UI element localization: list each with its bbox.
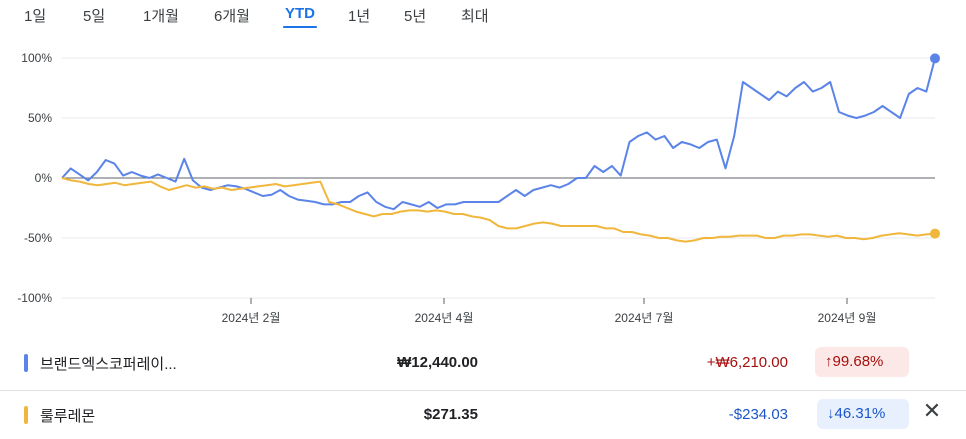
series-color-swatch bbox=[24, 406, 28, 424]
tab-max[interactable]: 최대 bbox=[461, 8, 489, 25]
stock-name: 브랜드엑스코퍼레이... bbox=[40, 356, 177, 373]
x-tick-label: 2024년 7월 bbox=[615, 311, 674, 325]
y-tick-label: 100% bbox=[21, 51, 52, 65]
tab-6m[interactable]: 6개월 bbox=[214, 8, 250, 25]
y-tick-label: -50% bbox=[24, 231, 52, 245]
tab-5y[interactable]: 5년 bbox=[404, 8, 427, 25]
y-tick-label: 50% bbox=[28, 111, 52, 125]
time-range-tabs: 1일 5일 1개월 6개월 YTD 1년 5년 최대 bbox=[0, 0, 966, 34]
tab-1y[interactable]: 1년 bbox=[348, 8, 371, 25]
price-change: +₩6,210.00 bbox=[706, 354, 788, 371]
percent-change-badge: ↓46.31% bbox=[817, 399, 909, 429]
close-icon[interactable]: ✕ bbox=[922, 398, 942, 423]
stock-name: 룰루레몬 bbox=[40, 408, 96, 425]
series-end-point bbox=[930, 228, 940, 239]
stock-price: $271.35 bbox=[423, 406, 478, 423]
x-tick-label: 2024년 9월 bbox=[818, 311, 877, 325]
x-tick-label: 2024년 2월 bbox=[222, 311, 281, 325]
x-tick-label: 2024년 4월 bbox=[415, 311, 474, 325]
comparison-row[interactable]: 브랜드엑스코퍼레이... ₩12,440.00 +₩6,210.00 ↑99.6… bbox=[0, 343, 966, 383]
comparison-row[interactable]: 룰루레몬 $271.35 -$234.03 ↓46.31% ✕ bbox=[0, 395, 966, 435]
row-divider bbox=[0, 390, 966, 391]
series-end-point bbox=[930, 53, 940, 64]
stock-price: ₩12,440.00 bbox=[397, 354, 478, 371]
series-line bbox=[61, 177, 936, 243]
y-tick-label: -100% bbox=[17, 291, 52, 305]
tab-ytd[interactable]: YTD bbox=[283, 5, 317, 28]
series-line bbox=[61, 58, 936, 211]
tab-5d[interactable]: 5일 bbox=[83, 8, 106, 25]
percent-change-badge: ↑99.68% bbox=[815, 347, 909, 377]
series-color-swatch bbox=[24, 354, 28, 372]
price-change: -$234.03 bbox=[728, 406, 788, 423]
tab-1m[interactable]: 1개월 bbox=[143, 8, 179, 25]
comparison-line-chart: 100% 50% 0% -50% -100% 2024년 2월 2024년 4월 2024년 … bbox=[17, 51, 940, 325]
y-tick-label: 0% bbox=[35, 171, 53, 185]
tab-1d[interactable]: 1일 bbox=[24, 8, 47, 25]
